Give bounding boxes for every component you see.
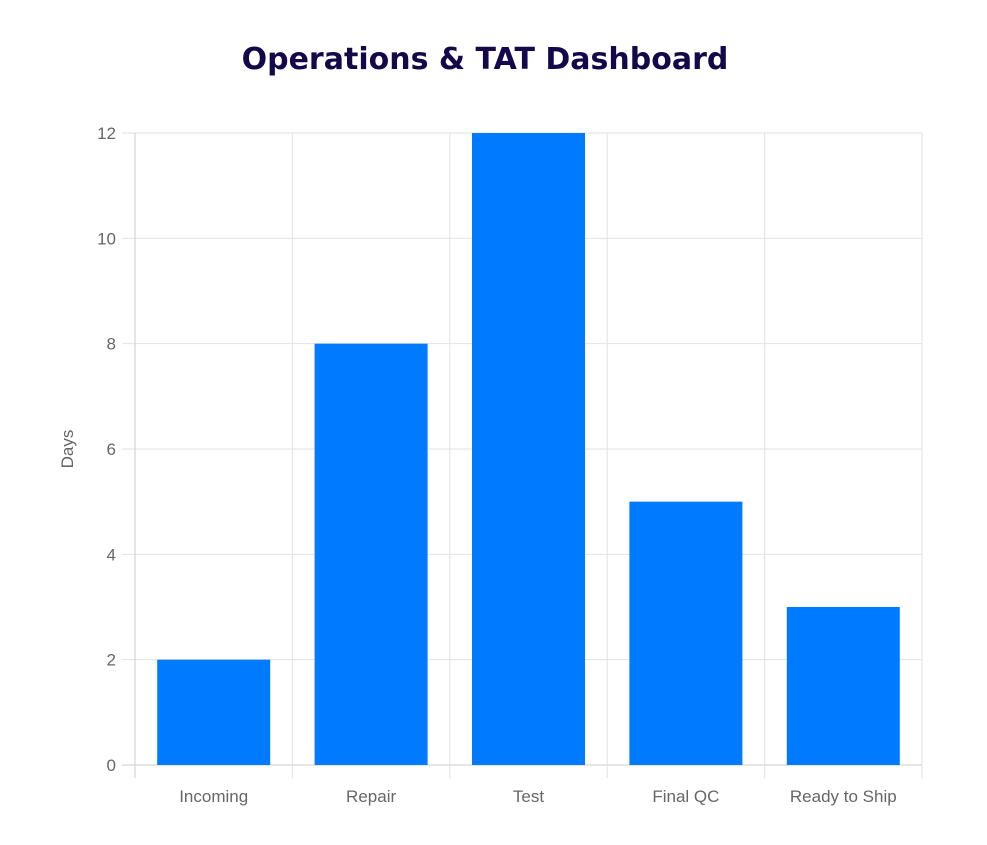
y-tick-label: 10 [97, 229, 116, 248]
x-tick-label: Ready to Ship [790, 787, 897, 806]
bar-test [472, 133, 585, 765]
x-tick-label: Incoming [179, 787, 248, 806]
y-tick-label: 4 [107, 545, 116, 564]
y-tick-label: 8 [107, 335, 116, 354]
y-tick-label: 12 [97, 124, 116, 143]
x-tick-label: Final QC [652, 787, 719, 806]
x-tick-label: Repair [346, 787, 396, 806]
bar-final-qc [629, 501, 743, 765]
y-axis-label: Days [58, 430, 77, 469]
y-tick-label: 0 [107, 756, 116, 775]
bar-repair [314, 343, 428, 765]
x-tick-label: Test [513, 787, 544, 806]
y-tick-label: 6 [107, 440, 116, 459]
bar-ready-to-ship [786, 607, 900, 765]
chart-title: Operations & TAT Dashboard [241, 42, 729, 77]
bar-incoming [157, 659, 271, 765]
y-tick-label: 2 [107, 651, 116, 670]
